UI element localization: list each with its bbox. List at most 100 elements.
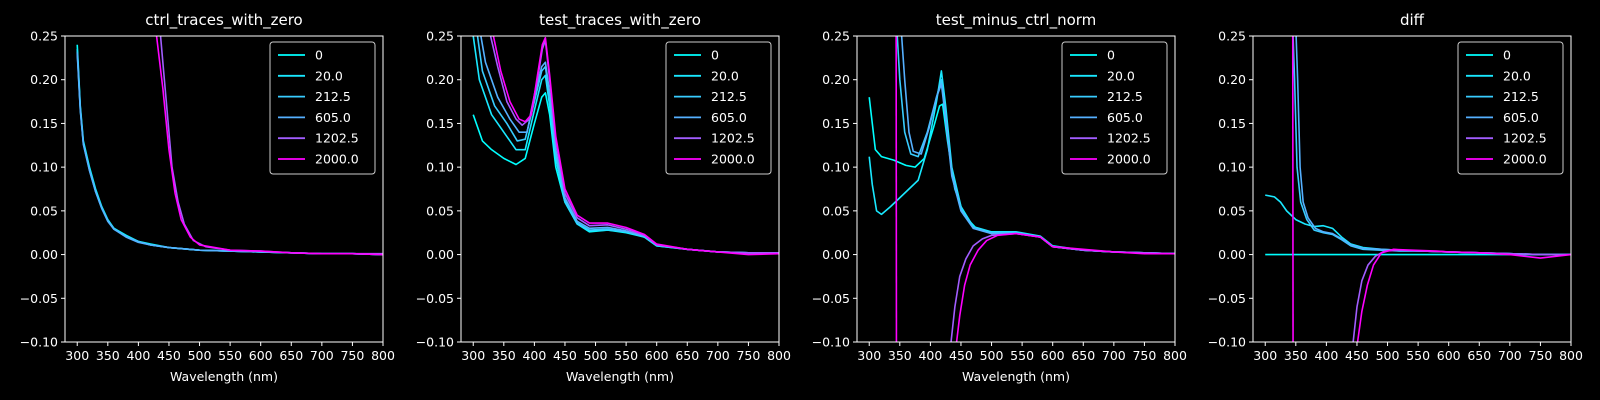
x-tick-label: 650 [1071,348,1095,363]
x-tick-label: 750 [340,348,364,363]
chart-title: ctrl_traces_with_zero [145,11,302,30]
y-tick-label: 0.20 [30,72,58,87]
x-tick-label: 700 [706,348,730,363]
series-group [868,36,1175,342]
x-tick-label: 700 [1102,348,1126,363]
x-tick-label: 600 [645,348,669,363]
legend-label: 1202.5 [315,131,359,146]
y-tick-label: 0.00 [1218,247,1246,262]
y-tick-label: 0.20 [822,72,850,87]
legend-label: 0 [1503,48,1511,63]
x-tick-label: 350 [888,348,912,363]
chart-title: diff [1400,11,1425,29]
y-tick-label: 0.25 [822,29,850,44]
legend-label: 20.0 [1107,68,1135,83]
x-axis-label: Wavelength (nm) [566,369,674,384]
y-tick-label: −0.05 [1208,291,1246,306]
y-tick-label: −0.10 [416,335,454,350]
legend-label: 212.5 [711,89,747,104]
axes-frame [460,35,780,343]
legend-label: 0 [315,48,323,63]
x-tick-label: 750 [1528,348,1552,363]
legend-label: 212.5 [315,89,351,104]
y-tick-label: 0.00 [822,247,850,262]
x-tick-label: 700 [1498,348,1522,363]
y-tick-label: 0.20 [1218,72,1246,87]
series-group [472,36,779,256]
series-line-2000.0 [492,36,779,256]
legend-label: 1202.5 [1107,131,1151,146]
legend: 0 20.0 212.5 605.0 1202.5 2000.0 [269,41,376,175]
panel-4: diff 300 350 400 450 500 550 600 650 700 750 800 −0.… [1208,11,1583,363]
legend-label: 2000.0 [315,152,359,167]
x-tick-label: 650 [1467,348,1491,363]
x-tick-label: 400 [1314,348,1338,363]
panel-3: test_minus_ctrl_norm 300 350 400 450 500 550 60… [812,11,1187,384]
x-tick-label: 700 [310,348,334,363]
y-tick-label: 0.00 [30,247,58,262]
panel-1: ctrl_traces_with_zero 300 350 400 450 500 550 6… [20,11,395,384]
x-tick-label: 300 [65,348,89,363]
y-tick-label: 0.15 [30,116,58,131]
legend-label: 605.0 [315,110,351,125]
x-tick-label: 350 [1284,348,1308,363]
x-tick-label: 300 [461,348,485,363]
legend: 0 20.0 212.5 605.0 1202.5 2000.0 [665,41,772,175]
y-tick-label: 0.05 [30,203,58,218]
x-tick-label: 800 [1559,348,1583,363]
x-tick-label: 500 [584,348,608,363]
x-tick-label: 500 [188,348,212,363]
legend-label: 20.0 [1503,68,1531,83]
x-tick-label: 650 [675,348,699,363]
legend: 0 20.0 212.5 605.0 1202.5 2000.0 [1457,41,1564,175]
x-axis-label: Wavelength (nm) [962,369,1070,384]
legend-label: 2000.0 [1503,152,1547,167]
panel-2: test_traces_with_zero 300 350 400 450 500 550 6… [416,11,791,384]
x-tick-label: 450 [157,348,181,363]
x-tick-label: 400 [522,348,546,363]
y-tick-label: 0.10 [30,160,58,175]
y-tick-label: 0.10 [822,160,850,175]
legend-label: 0 [711,48,719,63]
x-tick-label: 550 [1010,348,1034,363]
legend-label: 212.5 [1107,89,1143,104]
legend-label: 212.5 [1503,89,1539,104]
x-tick-label: 650 [279,348,303,363]
legend: 0 20.0 212.5 605.0 1202.5 2000.0 [1061,41,1168,175]
x-axis-label: Wavelength (nm) [170,369,278,384]
x-tick-label: 450 [1345,348,1369,363]
chart-title: test_traces_with_zero [539,11,701,30]
x-tick-label: 800 [767,348,791,363]
y-tick-label: 0.15 [426,116,454,131]
y-tick-label: −0.10 [1208,335,1246,350]
x-tick-label: 450 [553,348,577,363]
series-group [1265,36,1571,342]
y-tick-label: 0.10 [1218,160,1246,175]
legend-label: 0 [1107,48,1115,63]
y-tick-label: −0.10 [20,335,58,350]
x-tick-label: 350 [492,348,516,363]
x-tick-label: 300 [1253,348,1277,363]
y-tick-label: 0.10 [426,160,454,175]
y-tick-label: 0.25 [30,29,58,44]
x-tick-label: 400 [918,348,942,363]
y-tick-label: −0.05 [416,291,454,306]
chart-title: test_minus_ctrl_norm [936,11,1097,30]
legend-label: 1202.5 [711,131,755,146]
x-tick-label: 350 [96,348,120,363]
x-tick-label: 550 [218,348,242,363]
x-tick-label: 750 [1132,348,1156,363]
y-tick-label: 0.15 [1218,116,1246,131]
x-tick-label: 500 [980,348,1004,363]
y-tick-label: 0.25 [1218,29,1246,44]
y-tick-label: 0.00 [426,247,454,262]
x-tick-label: 550 [614,348,638,363]
series-line-2000.0 [955,232,1175,342]
x-tick-label: 300 [857,348,881,363]
x-tick-label: 600 [1437,348,1461,363]
series-group [76,36,383,256]
legend-label: 2000.0 [711,152,755,167]
x-tick-label: 500 [1376,348,1400,363]
